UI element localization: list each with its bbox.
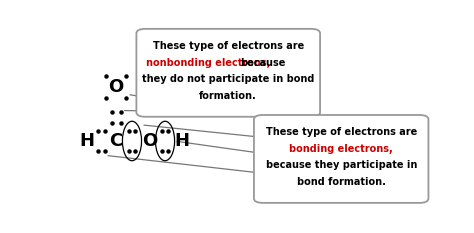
- Text: O: O: [142, 132, 157, 150]
- FancyBboxPatch shape: [137, 29, 320, 117]
- Text: bond formation.: bond formation.: [297, 177, 386, 187]
- Text: because: because: [240, 58, 285, 68]
- Text: bonding electrons,: bonding electrons,: [289, 144, 393, 154]
- Text: C: C: [109, 132, 123, 150]
- Text: H: H: [175, 132, 190, 150]
- Text: they do not participate in bond: they do not participate in bond: [142, 74, 314, 84]
- Text: H: H: [79, 132, 94, 150]
- Text: O: O: [109, 78, 124, 96]
- Text: These type of electrons are: These type of electrons are: [265, 127, 417, 137]
- Text: These type of electrons are: These type of electrons are: [153, 41, 304, 51]
- Text: because they participate in: because they participate in: [265, 160, 417, 170]
- Text: nonbonding electrons,: nonbonding electrons,: [146, 58, 270, 68]
- FancyBboxPatch shape: [254, 115, 428, 203]
- Text: formation.: formation.: [200, 91, 257, 101]
